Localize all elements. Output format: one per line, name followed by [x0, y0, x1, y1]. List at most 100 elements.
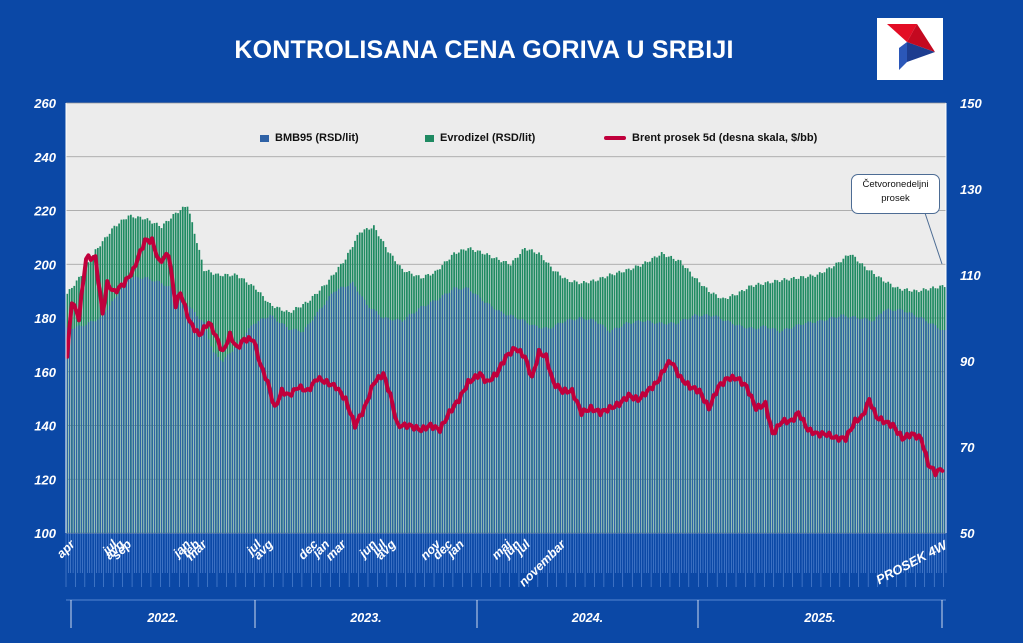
bar-bmb95 [736, 325, 738, 533]
bar-bmb95 [651, 322, 654, 533]
bar-bmb95 [441, 295, 444, 533]
bar-bmb95 [621, 326, 623, 533]
bar-bmb95 [878, 314, 880, 533]
bar-bmb95 [248, 328, 250, 533]
bar-bmb95 [264, 318, 267, 533]
bar-bmb95 [724, 320, 727, 533]
bar-bmb95 [486, 302, 488, 533]
bar-bmb95 [795, 324, 797, 533]
bar-bmb95 [389, 319, 392, 533]
bar-bmb95 [798, 324, 800, 533]
bar-bmb95 [911, 312, 913, 533]
logo-mark [887, 24, 935, 70]
bar-bmb95 [283, 324, 286, 533]
bar-bmb95 [109, 305, 111, 533]
bar-bmb95 [786, 327, 788, 533]
bar-bmb95 [708, 315, 710, 533]
bar-bmb95 [69, 327, 71, 533]
bar-bmb95 [722, 320, 724, 533]
bar-bmb95 [826, 320, 828, 533]
bar-bmb95 [340, 286, 342, 533]
bar-bmb95 [717, 316, 720, 533]
bar-bmb95 [505, 315, 507, 533]
bar-bmb95 [385, 317, 387, 533]
bar-bmb95 [552, 327, 554, 533]
bar-bmb95 [439, 298, 441, 533]
legend-swatch-bmb95 [260, 134, 269, 142]
bar-bmb95 [175, 292, 177, 533]
bar-bmb95 [604, 327, 606, 533]
bar-bmb95 [328, 296, 330, 533]
bar-bmb95 [635, 320, 637, 533]
bar-bmb95 [923, 318, 925, 533]
bar-bmb95 [524, 320, 526, 533]
bar-bmb95 [413, 313, 415, 533]
y-left-tick-label: 140 [34, 419, 56, 434]
bar-bmb95 [611, 329, 613, 533]
bar-bmb95 [182, 298, 184, 533]
bar-bmb95 [880, 313, 882, 533]
bar-bmb95 [710, 316, 713, 533]
bar-bmb95 [939, 330, 941, 533]
legend-label-evrodizel: Evrodizel (RSD/lit) [440, 132, 536, 144]
bar-bmb95 [746, 328, 748, 533]
bar-bmb95 [293, 328, 295, 533]
bar-bmb95 [597, 323, 599, 533]
bar-bmb95 [257, 320, 260, 533]
bar-bmb95 [125, 280, 127, 533]
bar-bmb95 [149, 279, 151, 533]
bar-bmb95 [944, 330, 946, 533]
bar-bmb95 [908, 312, 911, 533]
bar-bmb95 [76, 326, 78, 533]
legend-label-brent: Brent prosek 5d (desna skala, $/bb) [632, 132, 818, 144]
bar-bmb95 [857, 318, 859, 533]
bar-bmb95 [897, 309, 899, 533]
bar-bmb95 [474, 293, 477, 533]
bar-bmb95 [920, 316, 922, 533]
bar-bmb95 [271, 315, 274, 533]
bar-bmb95 [146, 277, 149, 533]
bar-bmb95 [420, 305, 422, 533]
bar-bmb95 [260, 318, 262, 533]
bar-bmb95 [102, 313, 104, 533]
bar-bmb95 [842, 314, 845, 533]
bar-bmb95 [616, 327, 618, 533]
bar-bmb95 [748, 327, 750, 533]
bar-bmb95 [790, 328, 793, 533]
bar-bmb95 [262, 318, 264, 533]
bar-bmb95 [316, 311, 319, 533]
bar-bmb95 [838, 316, 840, 533]
bar-bmb95 [694, 314, 696, 533]
bar-bmb95 [514, 317, 517, 533]
bar-bmb95 [97, 319, 99, 533]
bar-bmb95 [165, 286, 168, 533]
bar-bmb95 [99, 316, 101, 533]
y-right-tick-label: 150 [960, 96, 982, 111]
bar-bmb95 [632, 322, 635, 533]
bar-bmb95 [698, 316, 701, 533]
bar-bmb95 [687, 319, 689, 533]
bar-bmb95 [630, 323, 632, 533]
bar-bmb95 [713, 315, 715, 533]
bar-bmb95 [840, 314, 842, 533]
bar-bmb95 [812, 323, 814, 533]
bar-bmb95 [92, 321, 94, 533]
bar-bmb95 [715, 315, 717, 533]
bar-bmb95 [625, 322, 628, 533]
bar-bmb95 [278, 323, 281, 533]
bar-bmb95 [845, 316, 847, 533]
bars [66, 206, 946, 534]
callout-box: Četvoronedeljni prosek [851, 174, 940, 214]
bar-bmb95 [663, 324, 665, 533]
callout-line-2: prosek [881, 193, 910, 204]
bar-bmb95 [828, 318, 830, 533]
bar-bmb95 [158, 281, 160, 533]
bar-bmb95 [274, 318, 276, 533]
bar-bmb95 [243, 336, 245, 533]
bar-bmb95 [689, 318, 691, 533]
bar-bmb95 [925, 321, 927, 533]
bar-bmb95 [295, 328, 297, 533]
bar-bmb95 [78, 325, 80, 533]
bar-bmb95 [816, 320, 819, 533]
